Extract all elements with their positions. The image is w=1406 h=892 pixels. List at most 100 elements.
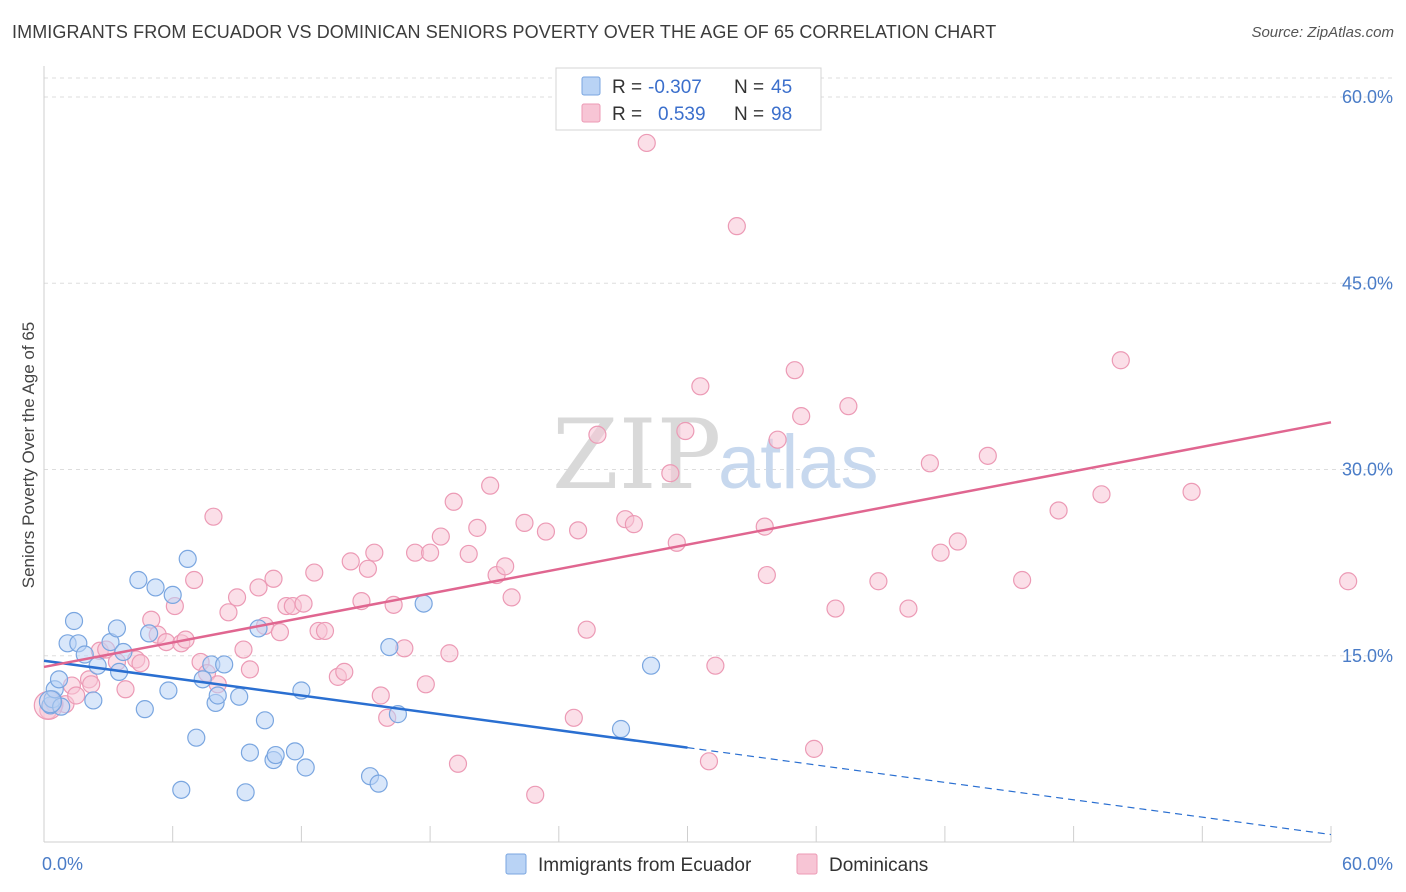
dominican-point-82	[792, 407, 811, 426]
dominican-point-53	[448, 754, 468, 773]
dominican-point-49	[416, 675, 435, 694]
ecuador-point-21	[172, 780, 191, 799]
dominican-point-50	[421, 543, 440, 562]
ecuador-point-43	[414, 594, 433, 613]
dominican-point-60	[502, 588, 521, 607]
ecuador-point-40	[369, 774, 388, 793]
dominican-point-84	[826, 599, 845, 618]
ecuador-point-27	[208, 686, 227, 705]
axes	[43, 66, 1332, 843]
ecuador-trend-line	[43, 659, 688, 749]
dominican-point-37	[315, 621, 335, 641]
dominican-point-35	[305, 563, 324, 582]
dominican-point-92	[1013, 570, 1032, 590]
dominican-point-65	[569, 521, 588, 540]
dominican-point-97	[1339, 572, 1358, 591]
dominican-point-39	[335, 662, 354, 681]
ecuador-point-19	[159, 681, 178, 700]
dominican-point-64	[564, 708, 583, 727]
series-legend-label-ecuador: Immigrants from Ecuador	[538, 855, 752, 876]
ecuador-point-20	[163, 585, 182, 605]
ecuador-point-10	[88, 656, 107, 675]
y-tick-labels: 15.0% 30.0% 45.0% 60.0%	[1342, 87, 1393, 666]
dominican-point-44	[371, 686, 390, 705]
series-legend-swatch-ecuador	[505, 853, 527, 875]
watermark-zip: ZIP	[552, 399, 721, 511]
chart-source: Source: ZipAtlas.com	[1251, 24, 1394, 41]
dominican-point-63	[536, 522, 556, 541]
dominican-point-74	[691, 377, 710, 396]
dominican-point-78	[755, 517, 774, 536]
ecuador-point-38	[296, 758, 315, 777]
dominican-point-83	[804, 739, 824, 758]
dominican-point-6	[82, 675, 101, 694]
legend-n-value-ecuador: 45	[771, 77, 792, 98]
grid	[44, 77, 1394, 657]
x-tick-label-max: 60.0%	[1342, 854, 1393, 874]
ecuador-point-9	[84, 691, 103, 710]
dominican-point-62	[526, 785, 545, 804]
dominican-point-12	[131, 654, 150, 673]
ecuador-point-29	[230, 687, 249, 706]
dominican-point-94	[1092, 485, 1111, 504]
watermark-atlas: atlas	[718, 420, 879, 505]
ecuador-cluster-marker	[38, 690, 63, 714]
y-tick-label-2: 45.0%	[1342, 273, 1393, 293]
dominican-point-34	[294, 594, 313, 613]
ecuador-point-24	[193, 670, 212, 689]
dominican-point-28	[249, 578, 268, 597]
ecuador-points	[38, 549, 661, 802]
dominican-point-30	[264, 569, 283, 588]
dominican-point-54	[444, 492, 463, 511]
stats-legend: R = -0.307 N = 45 R = 0.539 N = 98	[555, 67, 822, 131]
dominican-point-43	[365, 543, 384, 562]
dominican-point-47	[395, 639, 414, 658]
x-tick-label-min: 0.0%	[42, 854, 83, 874]
ecuador-point-44	[611, 719, 631, 739]
ecuador-point-22	[178, 549, 197, 569]
ecuador-point-6	[64, 611, 84, 631]
legend-r-value-dominicans: 0.539	[658, 104, 706, 125]
ecuador-point-35	[266, 745, 285, 765]
legend-n-label-dominicans: N =	[734, 104, 764, 125]
dominican-point-95	[1111, 351, 1130, 370]
ecuador-point-17	[140, 624, 159, 643]
legend-swatch-dominicans	[581, 103, 601, 123]
dominican-point-86	[869, 572, 888, 591]
dominican-point-61	[515, 513, 534, 532]
dominican-point-89	[931, 543, 950, 562]
ecuador-point-18	[146, 578, 165, 597]
dominican-point-27	[240, 660, 260, 679]
dominican-point-31	[270, 623, 290, 642]
legend-n-label-ecuador: N =	[734, 77, 764, 98]
dominican-point-69	[624, 515, 643, 534]
ecuador-point-28	[215, 655, 234, 674]
dominican-point-10	[116, 680, 135, 699]
dominican-point-88	[920, 454, 939, 473]
dominican-point-19	[185, 570, 204, 590]
dominican-point-24	[219, 603, 238, 622]
dominican-point-70	[637, 133, 656, 153]
ecuador-point-23	[187, 728, 206, 747]
dominican-point-56	[468, 518, 487, 537]
dominican-point-79	[757, 565, 776, 585]
dominican-point-67	[588, 425, 607, 444]
dominican-trend-line	[43, 421, 1332, 669]
chart-title: IMMIGRANTS FROM ECUADOR VS DOMINICAN SEN…	[12, 22, 997, 42]
dominican-point-42	[358, 559, 377, 578]
ecuador-point-3	[49, 670, 69, 689]
series-legend-label-dominicans: Dominicans	[829, 855, 928, 876]
dominican-point-81	[785, 361, 804, 380]
dominican-point-55	[459, 544, 478, 564]
dominican-point-85	[839, 397, 858, 416]
dominican-point-96	[1182, 482, 1201, 501]
watermark: ZIP atlas	[552, 399, 879, 511]
y-tick-label-3: 60.0%	[1342, 87, 1393, 107]
dominican-point-90	[948, 532, 967, 551]
dominican-point-93	[1049, 501, 1068, 520]
ecuador-point-16	[135, 700, 154, 719]
ecuador-point-31	[240, 743, 260, 762]
series-legend: Immigrants from Ecuador Dominicans	[505, 853, 928, 876]
dominican-point-87	[899, 599, 918, 618]
